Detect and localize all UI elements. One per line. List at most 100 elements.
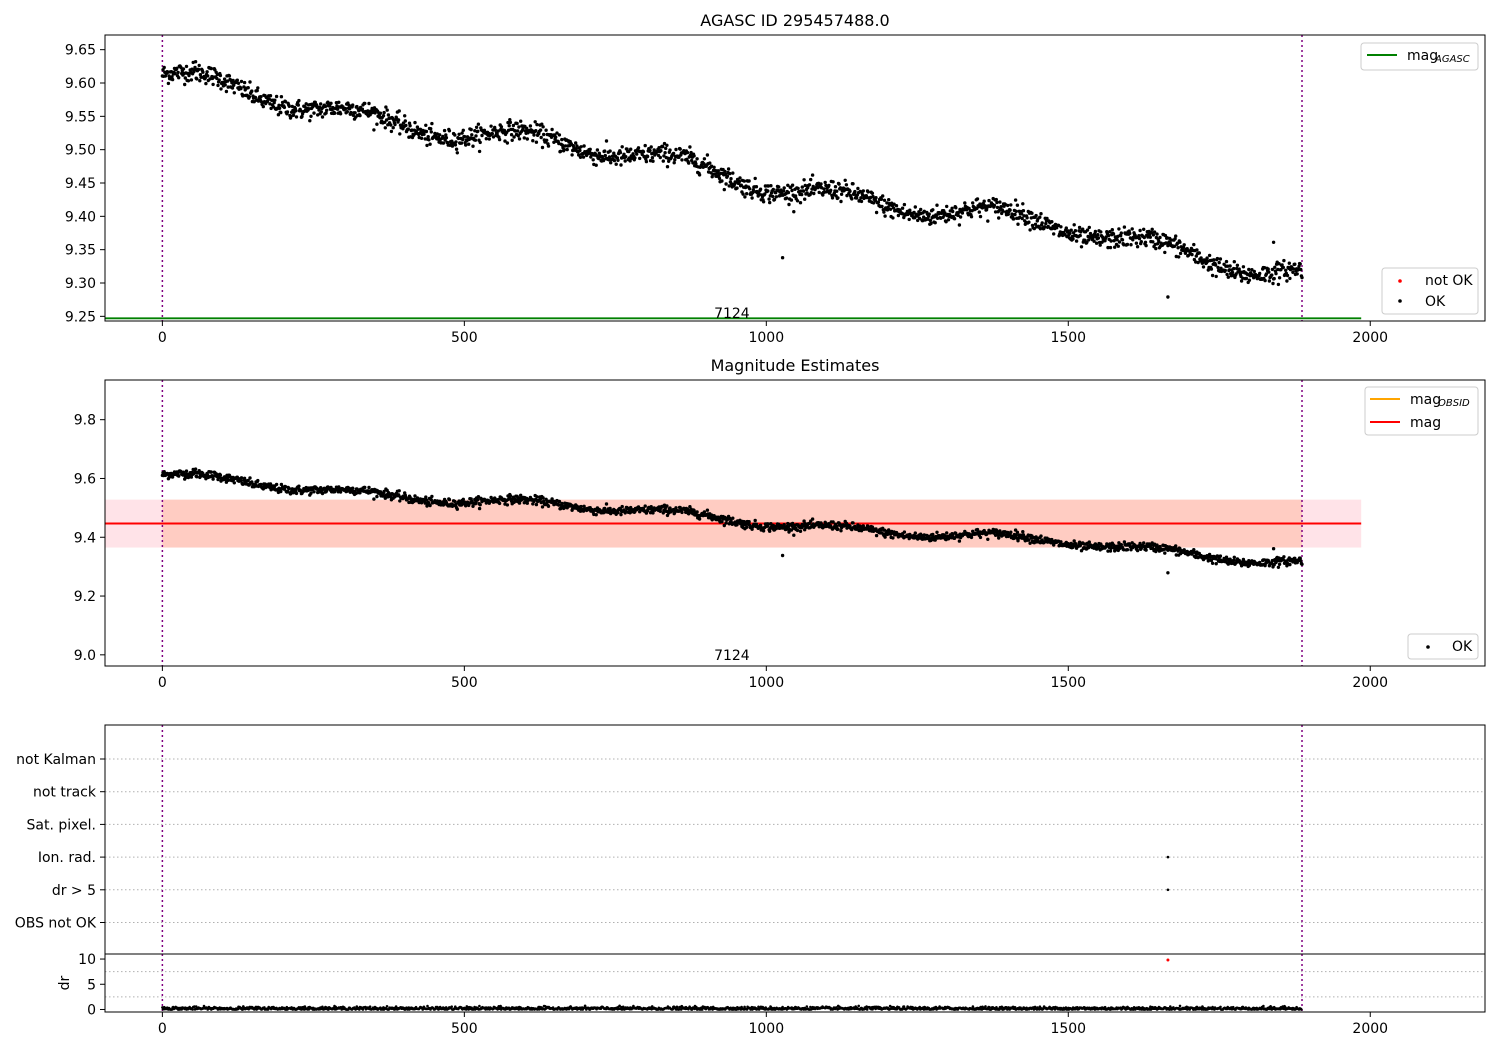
dr-point-372 [385, 1005, 389, 1008]
data-point-1411 [1013, 212, 1017, 217]
data-point-1042 [790, 188, 794, 193]
data-point-754 [616, 510, 620, 515]
data-point-465 [441, 141, 446, 145]
data-point-620 [535, 495, 539, 499]
data-point-558 [497, 137, 502, 142]
data-point-926 [720, 179, 724, 183]
data-point-1123 [839, 529, 843, 533]
data-point-495 [459, 141, 464, 145]
x-tick-label-2: 1000 [748, 675, 784, 691]
legend-subscript-agasc: AGASC [1434, 54, 1470, 65]
data-point-1871 [1291, 270, 1295, 274]
data-point-1605 [1130, 227, 1134, 231]
panel-1-legend-lower: not OK OK [1381, 267, 1479, 315]
data-point-1846 [1276, 267, 1280, 272]
data-point-38 [183, 76, 187, 80]
data-point-402 [403, 119, 407, 123]
data-point-1570 [1109, 239, 1113, 243]
data-point-1215 [894, 204, 899, 208]
data-point-116 [230, 86, 235, 90]
data-point-698 [582, 144, 586, 148]
data-point-1729 [1205, 256, 1209, 260]
data-point-981 [753, 518, 757, 523]
data-point-764 [622, 152, 626, 156]
data-point-971 [747, 520, 751, 524]
data-point-1651 [1158, 235, 1162, 240]
data-point-639 [546, 144, 551, 148]
legend-label-mag-obsid: mag [1410, 392, 1441, 408]
data-point-497 [461, 137, 465, 142]
data-point-186 [273, 98, 277, 102]
data-point-131 [239, 79, 244, 84]
data-point-1496 [1064, 226, 1069, 230]
data-point-630 [541, 125, 545, 129]
data-point-148 [250, 89, 254, 93]
data-point-3 [162, 65, 166, 70]
data-point-410 [408, 124, 412, 128]
data-point-541 [487, 137, 491, 141]
data-point-445 [429, 130, 433, 134]
data-point-829 [661, 159, 665, 163]
data-point-251 [312, 490, 316, 494]
data-point-1592 [1122, 225, 1127, 229]
data-point-1612 [1134, 241, 1139, 245]
data-point-587 [515, 121, 519, 126]
data-point-860 [680, 158, 684, 162]
data-point-1838 [1271, 281, 1275, 286]
data-point-1751 [1218, 554, 1223, 558]
data-point-1253 [917, 216, 922, 220]
data-point-43 [186, 79, 191, 83]
data-point-921 [717, 174, 721, 178]
data-point-958 [739, 183, 743, 187]
data-point-96 [218, 73, 223, 78]
data-point-1865 [1287, 261, 1292, 265]
data-point-869 [685, 150, 690, 155]
data-point-1090 [819, 182, 823, 186]
data-point-944 [731, 516, 735, 520]
data-point-657 [557, 133, 562, 137]
data-point-370 [384, 105, 388, 109]
data-point-167 [261, 104, 265, 109]
data-point-1177 [871, 201, 876, 205]
data-point-72 [204, 81, 208, 86]
data-point-691 [578, 148, 582, 153]
data-point-470 [444, 136, 449, 140]
data-point-1540 [1091, 236, 1095, 240]
data-point-335 [363, 485, 367, 490]
data-point-21 [173, 72, 177, 76]
data-point-1534 [1087, 225, 1092, 230]
data-point-1319 [957, 539, 962, 543]
data-point-1569 [1108, 549, 1113, 553]
data-point-475 [447, 497, 452, 502]
data-point-418 [413, 120, 417, 125]
data-point-142 [246, 86, 250, 90]
data-point-1311 [952, 217, 957, 221]
data-point-575 [508, 118, 512, 122]
data-point-1677 [1174, 544, 1178, 548]
data-point-1297 [944, 220, 948, 224]
data-point-1712 [1195, 248, 1199, 252]
data-point-636 [545, 138, 549, 142]
data-point-629 [540, 145, 545, 150]
data-point-1685 [1178, 251, 1183, 256]
data-point-371 [384, 118, 389, 122]
data-point-902 [705, 508, 710, 512]
magnitude-estimates-panel: Magnitude Estimates 7124 0 500 1000 1500 200… [74, 356, 1486, 691]
data-point-546 [490, 132, 494, 136]
data-point-1762 [1225, 272, 1229, 277]
data-point-1218 [896, 213, 901, 218]
data-point-1617 [1137, 236, 1142, 241]
data-point-1798 [1247, 267, 1251, 272]
data-point-158 [256, 86, 260, 90]
data-point-1339 [969, 215, 974, 219]
data-point-1275 [931, 532, 935, 537]
data-point-1168 [866, 190, 870, 194]
data-point-475 [447, 129, 452, 133]
data-point-135 [242, 85, 246, 89]
data-point-436 [424, 495, 428, 499]
data-point-226 [297, 98, 301, 103]
data-point-1660 [1163, 233, 1168, 238]
data-point-990 [758, 187, 763, 191]
data-point-1849 [1277, 276, 1282, 280]
data-point-628 [540, 122, 544, 126]
